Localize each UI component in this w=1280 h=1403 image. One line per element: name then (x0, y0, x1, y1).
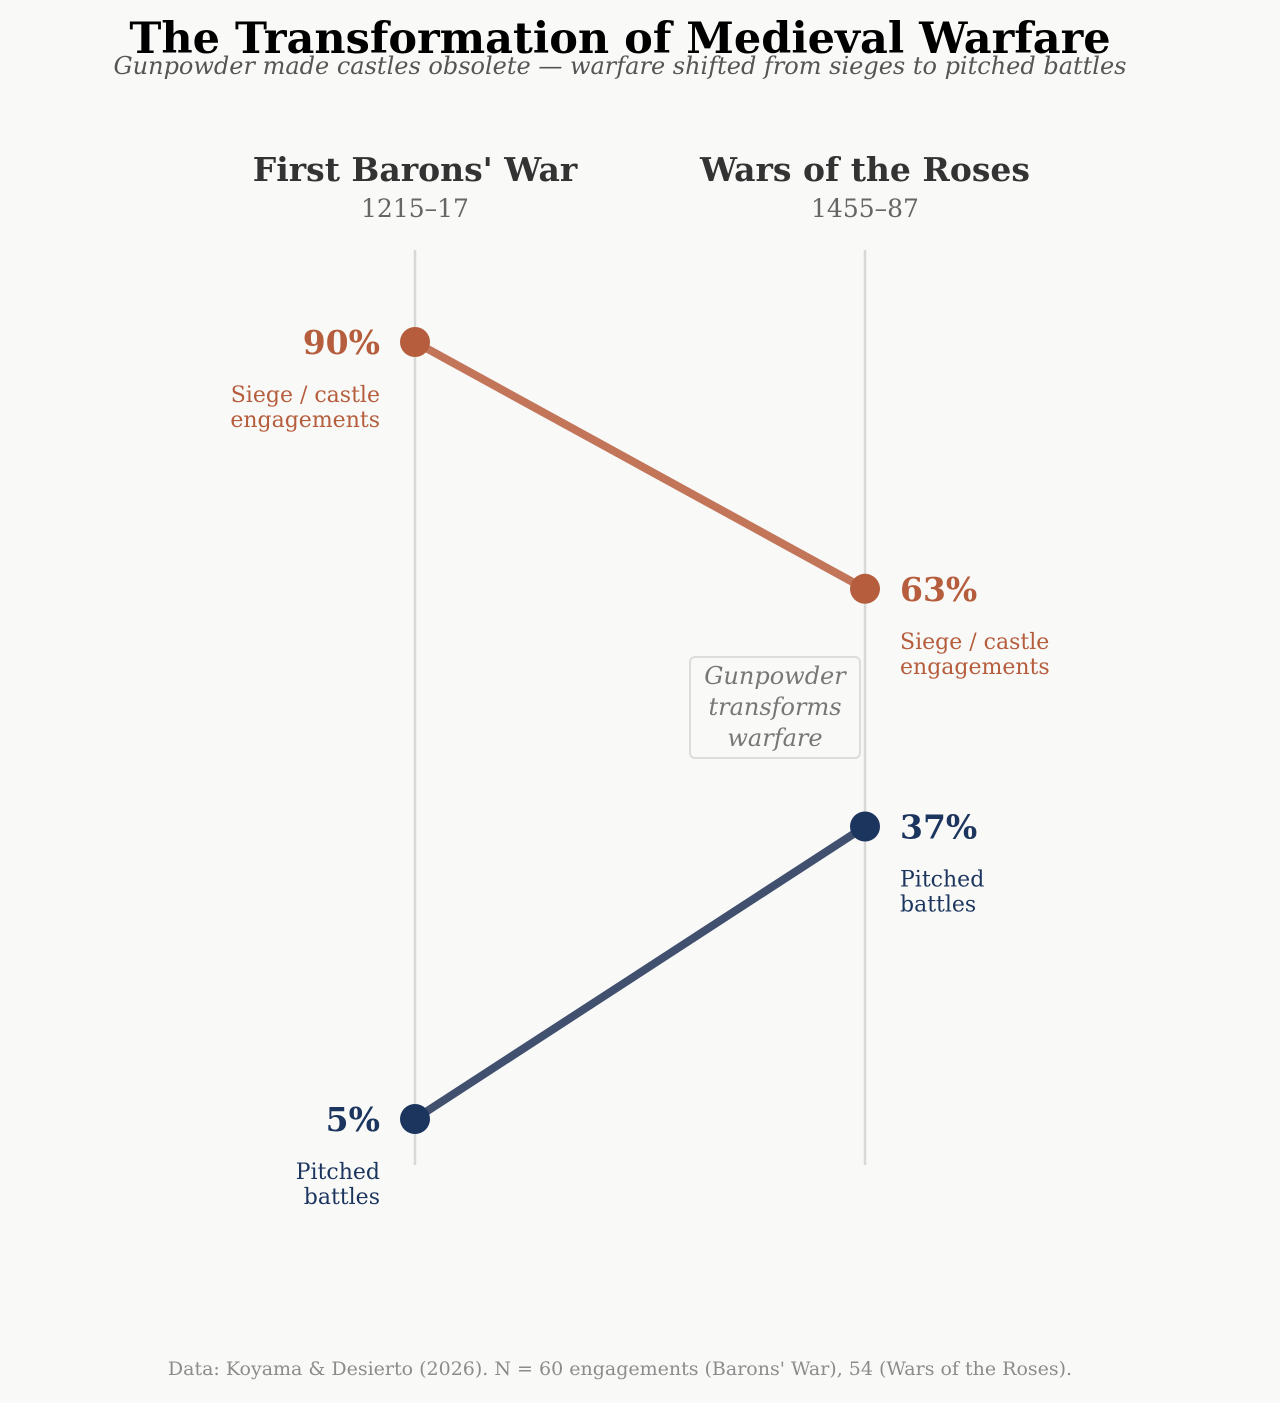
period-years-left: 1215–17 (361, 194, 469, 223)
data-point-siege-0 (400, 327, 430, 357)
annotation-text: transforms (708, 693, 841, 721)
annotation-box (689, 656, 861, 759)
value-label-pitched-0: 5% (326, 1100, 380, 1139)
annotation-text: warfare (727, 724, 822, 752)
series-line-pitched (411, 822, 869, 1123)
value-label-pitched-1: 37% (900, 807, 977, 846)
chart-title: The Transformation of Medieval Warfare (129, 14, 1111, 64)
series-label-siege-1: Siege / castle (900, 630, 1049, 655)
chart-subtitle: Gunpowder made castles obsolete — warfar… (113, 52, 1127, 80)
series-label-pitched-0: Pitched (296, 1160, 380, 1185)
series-label-pitched-0: battles (304, 1185, 380, 1210)
data-point-siege-1 (850, 573, 880, 604)
series-line-siege (411, 338, 869, 593)
value-label-siege-0: 90% (303, 323, 380, 362)
series-label-siege-0: engagements (230, 408, 380, 433)
data-source-footnote: Data: Koyama & Desierto (2026). N = 60 e… (167, 1358, 1073, 1380)
series-label-pitched-1: battles (900, 892, 976, 917)
period-title-left: First Barons' War (252, 150, 578, 189)
period-title-right: Wars of the Roses (699, 150, 1031, 189)
value-label-siege-1: 63% (900, 570, 977, 609)
series-label-siege-0: Siege / castle (231, 383, 380, 408)
series-label-pitched-1: Pitched (900, 867, 984, 892)
data-point-pitched-0 (400, 1104, 430, 1134)
period-years-right: 1455–87 (811, 194, 919, 223)
annotation-text: Gunpowder (704, 662, 847, 690)
data-point-pitched-1 (850, 811, 880, 842)
series-label-siege-1: engagements (900, 655, 1050, 680)
